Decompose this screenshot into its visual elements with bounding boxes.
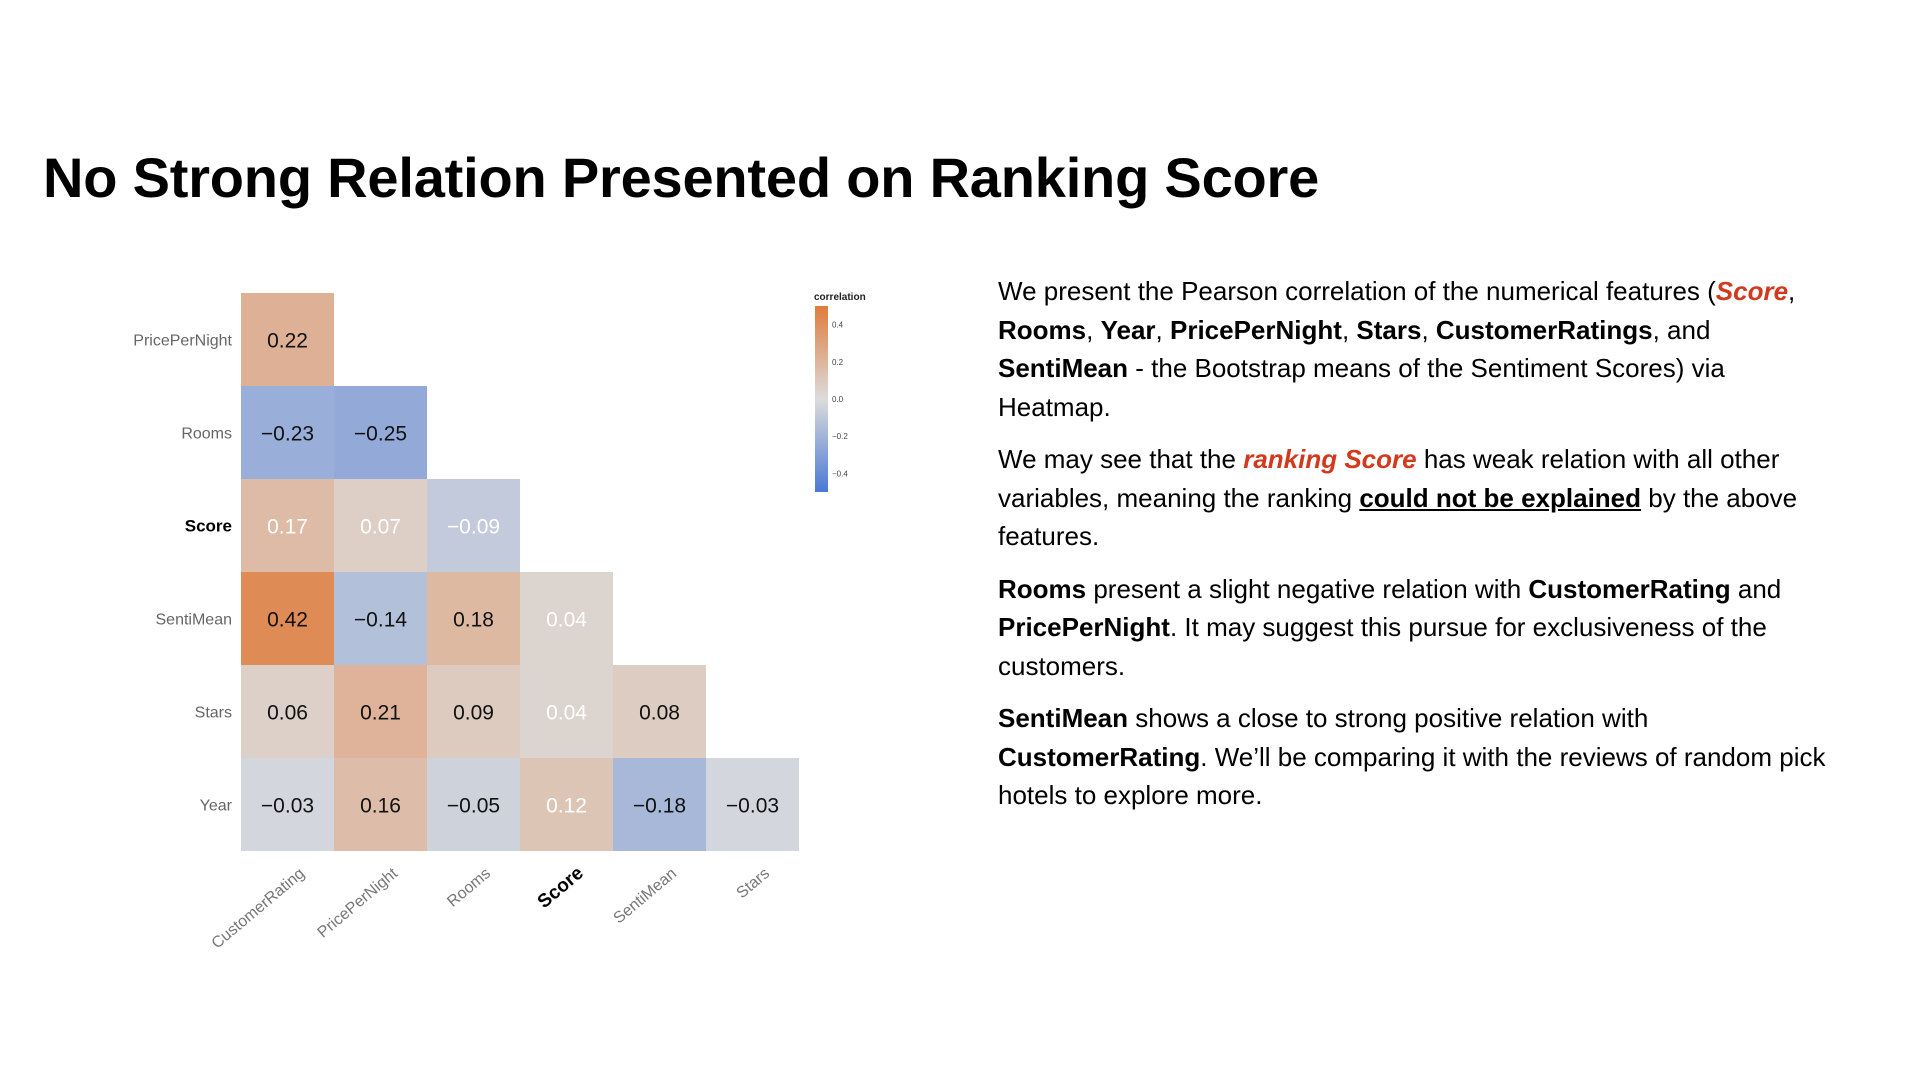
heatmap-cell-value: 0.18 <box>453 609 494 632</box>
text-run: . It may suggest this pursue for exclusi… <box>998 612 1767 681</box>
heatmap-cell-value: −0.23 <box>261 423 314 446</box>
text-run: , <box>1788 276 1796 306</box>
column-label: PricePerNight <box>315 865 402 942</box>
heatmap-cell <box>334 758 427 851</box>
heatmap-cell <box>334 572 427 665</box>
heatmap-cell <box>520 665 613 758</box>
heatmap-cell-value: 0.16 <box>360 795 401 818</box>
body-paragraph: We present the Pearson correlation of th… <box>998 272 1828 426</box>
bold-term: CustomerRating <box>998 741 1201 772</box>
heatmap-cell-value: −0.03 <box>261 795 314 818</box>
row-label: Rooms <box>181 426 232 443</box>
bold-term: SentiMean <box>998 703 1129 733</box>
row-label: Stars <box>195 705 232 722</box>
correlation-heatmap: 0.22 −0.23 −0.25 0.17 0.07 −0.09 0.42 −0.14 0.18… <box>133 292 866 952</box>
heatmap-cell-value: −0.18 <box>633 795 686 818</box>
text-run: has weak relation with all other variabl… <box>998 444 1780 513</box>
heatmap-cell-value: 0.08 <box>639 702 680 725</box>
row-label: Year <box>200 798 233 815</box>
heatmap-cell <box>241 665 334 758</box>
heatmap-cell-value: 0.07 <box>360 516 401 539</box>
heatmap-cell <box>241 758 334 851</box>
heatmap-cell <box>427 758 520 851</box>
bold-term: SentiMean <box>998 353 1129 383</box>
text-run: We present the Pearson correlation of th… <box>998 276 1716 306</box>
heatmap-cell-value: −0.05 <box>447 795 500 818</box>
column-label: CustomerRating <box>209 865 308 952</box>
text-run: We may see that the <box>998 444 1244 474</box>
legend-colorbar <box>815 306 828 492</box>
heatmap-cell-value: −0.14 <box>354 609 407 632</box>
heatmap-cell-value: −0.03 <box>726 795 779 818</box>
slide-title: No Strong Relation Presented on Ranking … <box>43 146 1320 209</box>
bold-term: CustomerRating <box>1528 573 1731 604</box>
text-run: , and <box>1652 314 1711 345</box>
heatmap-cell <box>706 758 799 851</box>
heatmap-cell-value: −0.25 <box>354 423 407 446</box>
legend-title: correlation <box>814 292 866 303</box>
heatmap-cell <box>427 665 520 758</box>
text-run: by the above features. <box>998 482 1798 552</box>
heatmap-cell <box>334 479 427 572</box>
bold-term: CustomerRatings <box>1435 314 1653 345</box>
heatmap-cell-value: 0.21 <box>360 702 401 725</box>
text-run: , <box>1421 314 1436 345</box>
text-run: present a slight negative relation with <box>1086 573 1529 604</box>
column-label: Score <box>534 863 588 913</box>
body-paragraph: SentiMean shows a close to strong positi… <box>998 699 1828 815</box>
text-run: . We’ll be comparing it with the reviews… <box>998 741 1826 811</box>
text-run: shows a close to strong positive relatio… <box>1128 703 1649 733</box>
heatmap-cell <box>613 758 706 851</box>
text-run: and <box>1730 573 1782 604</box>
text-run: , <box>1086 314 1101 345</box>
row-label: SentiMean <box>156 612 233 629</box>
heatmap-cell-value: 0.12 <box>546 795 587 818</box>
legend-tick-label: −0.4 <box>832 469 848 478</box>
bold-term: Rooms <box>998 314 1087 345</box>
body-paragraph: We may see that the ranking Score has we… <box>998 440 1828 556</box>
heatmap-cell <box>241 293 334 386</box>
heatmap-cell <box>520 572 613 665</box>
heatmap-cell-value: 0.06 <box>267 702 308 725</box>
body-text: We present the Pearson correlation of th… <box>998 272 1828 829</box>
text-run: , <box>1155 314 1170 345</box>
bold-term: Rooms <box>998 573 1087 604</box>
highlight-term: Score <box>1715 276 1789 306</box>
heatmap-cell-value: 0.17 <box>267 516 308 539</box>
bold-term: PricePerNight <box>1169 314 1342 345</box>
text-run: , <box>1341 314 1357 345</box>
bold-term: Stars <box>1356 314 1422 345</box>
legend-tick-label: 0.2 <box>832 358 844 367</box>
underlined-phrase: could not be explained <box>1359 482 1642 513</box>
heatmap-cell <box>241 479 334 572</box>
bold-term: PricePerNight <box>998 612 1170 642</box>
column-label: SentiMean <box>611 865 681 927</box>
heatmap-cell-value: 0.22 <box>267 330 308 353</box>
heatmap-cell-value: −0.09 <box>447 516 500 539</box>
heatmap-cell <box>613 665 706 758</box>
text-run: - the Bootstrap means of the Sentiment S… <box>998 353 1725 422</box>
row-label: Score <box>185 517 232 536</box>
legend-tick-label: 0.4 <box>832 321 844 330</box>
heatmap-cell-value: 0.04 <box>546 609 587 632</box>
heatmap-cell <box>334 386 427 479</box>
heatmap-cell <box>334 665 427 758</box>
legend-tick-label: −0.2 <box>832 432 848 441</box>
legend-tick-label: 0.0 <box>832 395 844 404</box>
heatmap-cell <box>427 479 520 572</box>
bold-term: Year <box>1100 314 1156 345</box>
heatmap-cell <box>241 572 334 665</box>
heatmap-cell <box>520 758 613 851</box>
heatmap-cell-value: 0.42 <box>267 609 308 632</box>
heatmap-cell <box>241 386 334 479</box>
body-paragraph: Rooms present a slight negative relation… <box>998 570 1828 686</box>
column-label: Stars <box>734 865 774 902</box>
row-label: PricePerNight <box>133 333 232 350</box>
highlight-term: ranking Score <box>1243 444 1417 474</box>
heatmap-cell-value: 0.09 <box>453 702 494 725</box>
heatmap-cell <box>427 572 520 665</box>
column-label: Rooms <box>444 865 494 911</box>
heatmap-cell-value: 0.04 <box>546 702 587 725</box>
